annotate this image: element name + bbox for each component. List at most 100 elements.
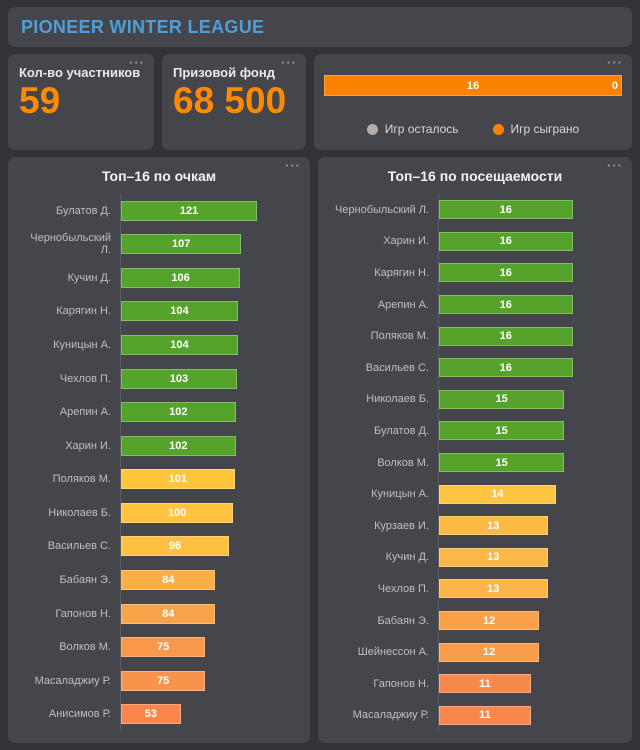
bar[interactable]: 13	[439, 547, 548, 567]
bar[interactable]: 102	[121, 435, 236, 456]
legend-item-remaining[interactable]: Игр осталось	[366, 122, 459, 136]
category-label: Масаладжиу Р.	[352, 709, 429, 722]
charts-row: ··· Топ–16 по очкам Булатов Д. 121 Чернобы…	[8, 157, 632, 743]
bar-value-label: 15	[495, 456, 508, 469]
bar[interactable]: 16	[439, 295, 573, 315]
category-label: Гапонов Н.	[55, 607, 111, 620]
chart-row: Поляков М. 16	[330, 320, 620, 352]
category-label: Куницын А.	[53, 339, 111, 352]
bar-value-label: 104	[170, 305, 189, 318]
category-label: Карягин Н.	[374, 266, 429, 279]
bar-value-label: 13	[487, 519, 500, 532]
bar-value-label: 102	[169, 439, 188, 452]
bar-value-label: 84	[162, 573, 175, 586]
legend-item-played[interactable]: Игр сыграно	[492, 122, 579, 136]
bar-track: 100	[120, 496, 298, 530]
games-progress-bar[interactable]: 16 0	[324, 75, 622, 96]
category-label: Кучин Д.	[67, 271, 111, 284]
bar-track: 84	[120, 563, 298, 597]
bar-value-label: 107	[171, 238, 191, 251]
bar[interactable]: 15	[439, 389, 565, 409]
bar-value-label: 96	[168, 540, 182, 553]
more-options-icon[interactable]: ···	[285, 158, 301, 173]
bar-value-label: 75	[157, 674, 170, 687]
bar[interactable]: 11	[439, 705, 531, 725]
bar[interactable]: 96	[121, 536, 229, 557]
category-label: Волков М.	[59, 641, 111, 654]
bar[interactable]: 102	[121, 402, 236, 423]
bar[interactable]: 121	[121, 200, 258, 221]
bar[interactable]: 107	[121, 234, 242, 255]
kpi-label: Кол-во участников	[19, 65, 141, 80]
bar[interactable]: 12	[439, 611, 540, 631]
more-options-icon[interactable]: ···	[607, 158, 623, 173]
bar-value-label: 121	[179, 204, 199, 217]
bar[interactable]: 16	[439, 200, 573, 220]
games-played-value: 16	[466, 79, 480, 92]
bar-value-label: 16	[499, 235, 512, 248]
kpi-row: ··· Кол-во участников 59 ··· Призовой фо…	[8, 54, 632, 150]
more-options-icon[interactable]: ···	[281, 55, 297, 70]
category-label: Васильев С.	[365, 361, 429, 374]
more-options-icon[interactable]: ···	[129, 55, 145, 70]
bar[interactable]: 13	[439, 516, 548, 536]
bar[interactable]: 75	[121, 670, 206, 691]
bar[interactable]: 53	[121, 704, 181, 725]
bar[interactable]: 16	[439, 231, 573, 251]
bar[interactable]: 16	[439, 326, 573, 346]
bar[interactable]: 100	[121, 502, 234, 523]
bar-track: 102	[120, 428, 298, 463]
bar[interactable]: 75	[121, 637, 206, 658]
bar-value-label: 75	[157, 641, 170, 654]
bar-track: 16	[438, 225, 620, 258]
bar[interactable]: 16	[439, 263, 573, 283]
games-played-segment[interactable]: 16	[324, 75, 622, 96]
bar[interactable]: 103	[121, 368, 237, 389]
bar[interactable]: 104	[121, 301, 238, 322]
category-label: Чехлов П.	[377, 582, 429, 595]
bar[interactable]: 15	[439, 421, 565, 441]
chart-row: Арепин А. 16	[330, 288, 620, 321]
bar-track: 84	[120, 596, 298, 631]
bar[interactable]: 12	[439, 642, 540, 662]
chart-row: Бабаян Э. 84	[20, 563, 298, 597]
category-label: Арепин А.	[59, 406, 111, 419]
bar-value-label: 104	[170, 339, 189, 352]
bar-track: 12	[438, 636, 620, 668]
chart-row: Кучин Д. 13	[330, 541, 620, 574]
category-label: Бабаян Э.	[377, 614, 429, 627]
chart-row: Харин И. 16	[330, 225, 620, 258]
category-label: Бабаян Э.	[59, 573, 111, 586]
bar-track: 106	[120, 261, 298, 295]
bar-track: 16	[438, 194, 620, 226]
bar[interactable]: 16	[439, 358, 573, 378]
bar[interactable]: 15	[439, 453, 565, 473]
bar[interactable]: 106	[121, 267, 241, 288]
bar-value-label: 84	[162, 607, 175, 620]
kpi-value: 68 500	[173, 80, 287, 121]
category-label: Кучин Д.	[385, 551, 429, 564]
bar[interactable]: 84	[121, 569, 216, 590]
bar[interactable]: 84	[121, 603, 216, 624]
chart-row: Бабаян Э. 12	[330, 604, 620, 637]
category-label: Николаев Б.	[48, 506, 111, 519]
bar-value-label: 15	[495, 424, 508, 437]
bar-track: 104	[120, 328, 298, 362]
bar-value-label: 101	[168, 473, 187, 486]
bar[interactable]: 101	[121, 469, 235, 490]
chart-row: Поляков М. 101	[20, 462, 298, 497]
bar-track: 103	[120, 361, 298, 396]
bar-track: 15	[438, 415, 620, 447]
bar[interactable]: 11	[439, 674, 531, 694]
category-label: Курзаев И.	[374, 519, 429, 532]
header-card: PIONEER WINTER LEAGUE	[8, 7, 632, 47]
bar-track: 53	[120, 697, 298, 731]
legend-label: Игр осталось	[384, 122, 459, 136]
bar[interactable]: 104	[121, 335, 238, 356]
chart-row: Васильев С. 16	[330, 351, 620, 384]
more-options-icon[interactable]: ···	[607, 55, 623, 70]
bar-value-label: 16	[499, 266, 512, 279]
bar[interactable]: 13	[439, 579, 548, 599]
bar-track: 16	[438, 351, 620, 384]
bar[interactable]: 14	[439, 484, 556, 504]
